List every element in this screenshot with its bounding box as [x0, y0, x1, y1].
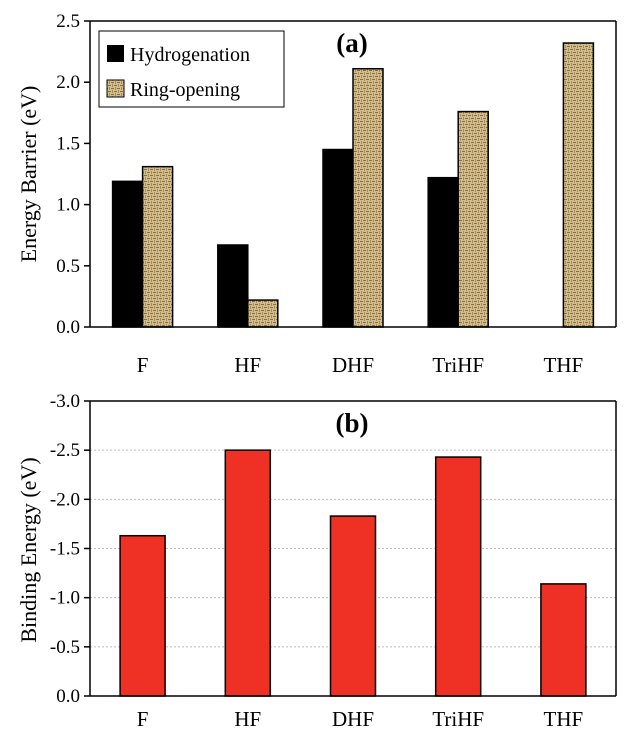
- panel-b-x-tick-label: THF: [544, 707, 584, 731]
- panel-b-bar-series-hf: [224, 449, 272, 697]
- panel-a-bar-hydrogenation-hf: [217, 244, 249, 328]
- panel-a-y-tick-label: 0.5: [56, 256, 80, 277]
- legend-swatch-hydrogenation: [107, 45, 124, 62]
- panel-b-y-tick-label: -3.0: [50, 391, 80, 412]
- panel-a-bar-ring-opening-thf: [562, 42, 595, 328]
- panel-a-bar-ring-opening-hf: [247, 299, 279, 328]
- panel-b-y-tick-label: -2.0: [50, 489, 80, 510]
- panel-a-x-tick-label: DHF: [332, 353, 374, 377]
- panel-a-bar-ring-opening-trihf: [457, 110, 489, 328]
- legend-swatch-ring-opening: [106, 79, 125, 98]
- panel-b-label: (b): [336, 408, 369, 438]
- panel-a-energy-barrier-chart: 0.0 0.5 1.0 1.5 2.0 2.5 F HF DHF TriHF THF Energy…: [16, 11, 617, 377]
- panel-b-y-axis-title: Binding Energy (eV): [16, 457, 41, 642]
- panel-a-y-tick-label: 1.5: [56, 133, 80, 154]
- panel-a-y-axis-title: Energy Barrier (eV): [16, 86, 41, 263]
- panel-b-x-tick-label: DHF: [332, 707, 374, 731]
- panel-a-bar-ring-opening-dhf: [352, 67, 384, 328]
- legend-label-ring-opening: Ring-opening: [130, 79, 240, 101]
- panel-a-y-tick-label: 2.0: [56, 72, 80, 93]
- panel-a-y-tick-label: 1.0: [56, 195, 80, 216]
- panel-a-label: (a): [336, 28, 367, 58]
- panel-b-x-tick-label: HF: [234, 707, 261, 731]
- panel-b-x-tick-label: F: [137, 707, 149, 731]
- panel-a-x-tick-label: TriHF: [432, 353, 484, 377]
- panel-b-bar-series-thf: [540, 583, 587, 697]
- panel-a-legend: Hydrogenation Ring-opening: [98, 30, 285, 108]
- panel-b-bar-series-dhf: [329, 515, 377, 697]
- panel-b-y-tick-label: -1.5: [50, 539, 80, 560]
- panel-a-x-tick-label: THF: [544, 353, 584, 377]
- panel-b-binding-energy-chart: 0.0 -0.5 -1.0 -1.5 -2.0 -2.5 -3.0 F HF DHF TriHF T…: [16, 391, 617, 731]
- panel-a-y-tick-label: 2.5: [56, 11, 80, 32]
- panel-b-y-tick-label: -0.5: [50, 637, 80, 658]
- panel-a-x-tick-label: HF: [234, 353, 261, 377]
- panel-b-x-tick-label: TriHF: [432, 707, 484, 731]
- panel-a-bar-ring-opening-f: [141, 165, 174, 328]
- panel-a-bar-hydrogenation-trihf: [427, 176, 459, 328]
- panel-b-y-tick-label: -2.5: [50, 440, 80, 461]
- panel-b-y-tick-label: -1.0: [50, 588, 80, 609]
- panel-a-x-tick-label: F: [137, 353, 149, 377]
- legend-label-hydrogenation: Hydrogenation: [130, 44, 250, 66]
- panel-a-bar-hydrogenation-dhf: [322, 148, 354, 328]
- panel-b-y-tick-label: 0.0: [56, 686, 80, 707]
- panel-a-bar-hydrogenation-f: [111, 180, 144, 328]
- panel-b-bar-series-trihf: [434, 456, 482, 697]
- panel-b-bar-series-f: [119, 534, 166, 697]
- panel-a-y-tick-label: 0.0: [56, 317, 80, 338]
